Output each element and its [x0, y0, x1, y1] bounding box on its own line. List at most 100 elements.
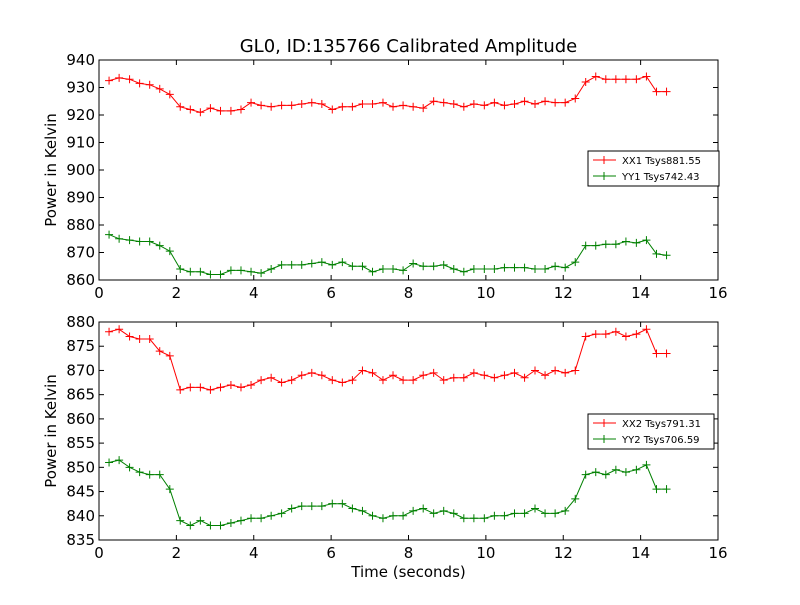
series-1: [105, 72, 671, 117]
x-tick-label: 4: [249, 284, 259, 302]
data-point: [338, 499, 347, 508]
data-point: [531, 366, 540, 375]
data-point: [459, 267, 468, 276]
data-point: [449, 509, 458, 518]
data-point: [621, 237, 630, 246]
data-point: [247, 98, 256, 107]
series-2: [105, 456, 671, 530]
data-point: [267, 102, 276, 111]
data-point: [287, 101, 296, 110]
x-tick-label: 12: [554, 284, 573, 302]
data-point: [449, 373, 458, 382]
data-point: [571, 494, 580, 503]
data-point: [358, 100, 367, 108]
data-point: [611, 327, 620, 336]
data-point: [490, 373, 499, 382]
data-point: [105, 76, 114, 85]
data-point: [520, 97, 529, 106]
data-point: [571, 94, 580, 103]
x-tick-label: 16: [708, 284, 727, 302]
data-point: [662, 485, 671, 494]
legend-marker: [600, 172, 608, 180]
data-point: [297, 260, 306, 269]
x-tick-label: 10: [476, 544, 495, 562]
data-point: [419, 262, 428, 271]
data-point: [216, 106, 225, 115]
legend-label: XX1 Tsys881.55: [622, 156, 701, 167]
data-point: [419, 371, 428, 380]
x-tick-label: 4: [249, 544, 259, 562]
data-point: [105, 458, 114, 467]
legend-label: XX2 Tsys791.31: [622, 419, 701, 430]
x-tick-label: 8: [404, 544, 414, 562]
data-point: [358, 366, 367, 375]
data-point: [155, 241, 164, 250]
data-point: [155, 84, 164, 93]
data-point: [135, 334, 144, 343]
data-point: [662, 251, 671, 260]
data-point: [307, 502, 316, 511]
data-point: [186, 521, 195, 530]
data-point: [389, 511, 398, 520]
data-point: [541, 509, 550, 518]
y-tick-label: 940: [66, 51, 95, 69]
data-point: [500, 101, 509, 110]
data-point: [125, 75, 134, 84]
series-line: [108, 328, 667, 391]
data-point: [287, 376, 296, 385]
data-point: [632, 465, 641, 474]
data-point: [348, 376, 357, 385]
legend-marker: [600, 419, 608, 427]
legend-box: [587, 150, 720, 187]
data-point: [338, 258, 347, 267]
data-point: [561, 98, 570, 107]
data-point: [368, 100, 377, 108]
x-tick-label: 14: [631, 284, 650, 302]
data-point: [510, 263, 519, 272]
data-point: [571, 366, 580, 375]
data-point: [358, 262, 367, 271]
data-point: [226, 519, 235, 528]
y-tick-label: 840: [66, 507, 95, 525]
data-point: [277, 101, 286, 110]
y-tick-label: 920: [66, 106, 95, 124]
data-point: [500, 371, 509, 380]
data-point: [551, 366, 560, 375]
data-point: [480, 265, 489, 273]
data-point: [611, 75, 620, 84]
data-point: [399, 266, 408, 275]
data-point: [247, 380, 256, 389]
y-tick-label: 880: [66, 216, 95, 234]
legend: XX2 Tsys791.31 YY2 Tsys706.59: [587, 413, 715, 450]
data-point: [247, 514, 256, 523]
data-point: [328, 105, 337, 114]
data-point: [490, 98, 499, 107]
data-point: [257, 514, 266, 523]
data-point: [419, 104, 428, 113]
data-point: [459, 373, 468, 382]
data-point: [267, 265, 276, 273]
data-point: [135, 79, 144, 88]
data-point: [206, 104, 215, 113]
data-point: [328, 499, 337, 508]
data-point: [176, 265, 185, 273]
y-tick-label: 870: [66, 361, 95, 379]
data-point: [601, 75, 610, 84]
data-point: [389, 371, 398, 380]
data-point: [541, 371, 550, 380]
data-point: [591, 330, 600, 339]
data-point: [642, 72, 651, 81]
data-point: [105, 327, 114, 336]
data-point: [389, 102, 398, 111]
x-tick-label: 16: [708, 544, 727, 562]
data-point: [317, 100, 326, 108]
data-point: [165, 485, 174, 494]
data-point: [348, 102, 357, 111]
data-point: [399, 376, 408, 385]
data-point: [328, 260, 337, 269]
data-point: [621, 75, 630, 84]
legend: XX1 Tsys881.55 YY1 Tsys742.43: [587, 150, 720, 187]
data-point: [297, 100, 306, 108]
data-point: [135, 237, 144, 246]
